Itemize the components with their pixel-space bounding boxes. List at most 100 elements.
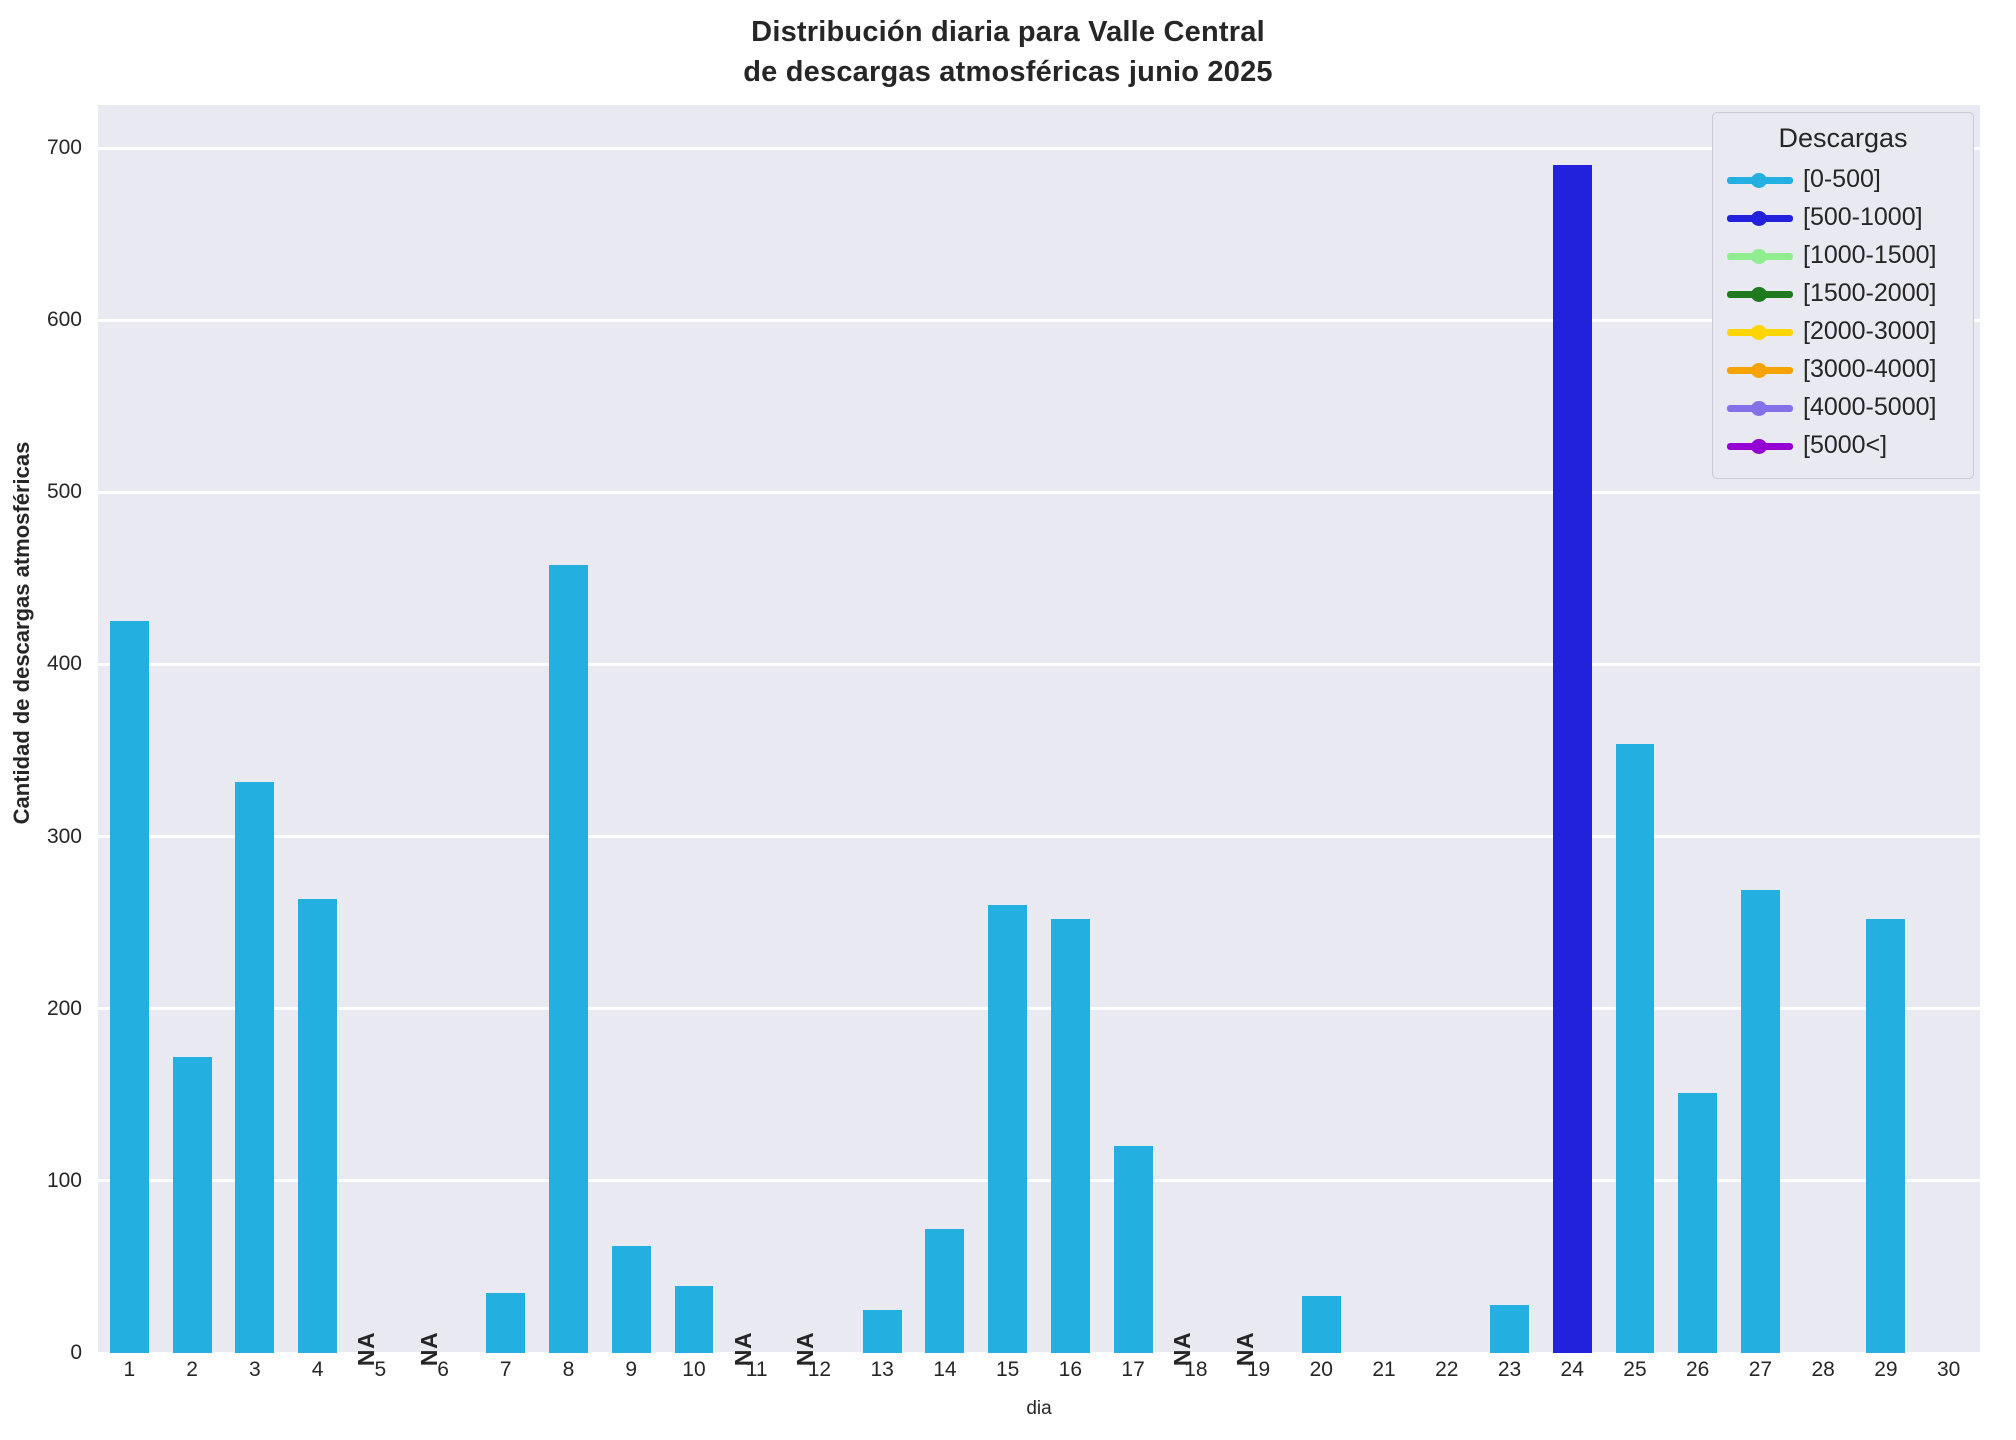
x-axis-tick-label: 27 (1748, 1358, 1773, 1381)
x-axis-tick-label: 3 (248, 1358, 261, 1381)
x-axis-tick-label: 26 (1686, 1358, 1710, 1381)
legend-color-swatch-icon (1727, 361, 1793, 378)
y-axis-tick-label: 0 (70, 1341, 82, 1364)
legend-item-label: [500-1000] (1803, 202, 1923, 231)
legend-color-swatch-icon (1727, 285, 1793, 302)
bar (1490, 1304, 1529, 1353)
x-axis-label: dia (1026, 1398, 1052, 1419)
legend-item[interactable]: [5000<] (1727, 426, 1959, 464)
x-axis-tick-label: 30 (1936, 1358, 1961, 1381)
legend-color-swatch-icon (1727, 247, 1793, 264)
bar (611, 1246, 651, 1353)
bar (925, 1229, 965, 1353)
gridline (98, 662, 1980, 666)
legend-item[interactable]: [1000-1500] (1727, 236, 1959, 274)
legend-item[interactable]: [0-500] (1727, 160, 1959, 198)
legend-item-label: [5000<] (1803, 430, 1888, 459)
gridline (98, 318, 1980, 322)
x-axis-tick-label: 23 (1497, 1358, 1522, 1381)
legend-title: Descargas (1778, 123, 1908, 153)
gridline (98, 146, 1980, 150)
legend-color-swatch-icon (1727, 437, 1793, 454)
legend: Descargas [0-500] [500-1000] [1000-1500] [1… (1712, 112, 1974, 479)
bar (1050, 919, 1090, 1353)
x-axis-tick-label: 14 (933, 1358, 957, 1381)
x-axis-tick-label: 15 (995, 1358, 1020, 1381)
y-axis-tick-label: 600 (46, 308, 82, 332)
legend-item-label: [3000-4000] (1803, 354, 1937, 383)
legend-item[interactable]: [3000-4000] (1727, 350, 1959, 388)
y-axis-tick-label: 100 (46, 1168, 82, 1192)
y-axis-tick-label: 300 (46, 824, 82, 848)
legend-color-swatch-icon (1727, 171, 1793, 188)
x-axis-tick-label: 29 (1874, 1358, 1898, 1381)
bar (172, 1056, 212, 1353)
x-axis-tick-label: 1 (123, 1358, 136, 1381)
x-axis-tick-label: 10 (682, 1358, 706, 1381)
bar (109, 621, 149, 1353)
legend-item[interactable]: [500-1000] (1727, 198, 1959, 236)
bar (1678, 1093, 1718, 1353)
chart-title-line-1: Distribución diaria para Valle Central (751, 16, 1265, 48)
gridline (98, 1179, 1980, 1183)
legend-item-label: [0-500] (1803, 164, 1881, 193)
bar (1866, 919, 1906, 1353)
y-axis-tick-label: 700 (46, 136, 82, 160)
plot-area: NA NA NA NA NA NA (98, 105, 1980, 1366)
bar (486, 1292, 526, 1353)
na-annotations: NA NA NA NA NA NA (98, 105, 1980, 1366)
x-axis-tick-label: 2 (186, 1358, 198, 1381)
bar (549, 564, 588, 1353)
chart-title-line-2: de descargas atmosféricas junio 2025 (743, 56, 1273, 89)
bar (298, 898, 337, 1353)
legend-color-swatch-icon (1727, 209, 1793, 226)
gridline (98, 490, 1980, 494)
x-axis-tick-label: 7 (499, 1358, 512, 1381)
x-axis-tick-label: 11 (745, 1358, 768, 1381)
bar (1615, 743, 1655, 1353)
bar (1113, 1146, 1153, 1353)
y-axis-tick-label: 500 (46, 480, 82, 504)
x-axis-tick-label: 20 (1309, 1358, 1333, 1381)
legend-color-swatch-icon (1727, 323, 1793, 340)
x-axis-tick-label: 16 (1058, 1358, 1083, 1381)
chart-title: Distribución diaria para Valle Central d… (0, 12, 2016, 92)
x-axis-tick-label: 9 (625, 1358, 638, 1381)
legend-item-label: [2000-3000] (1803, 316, 1937, 345)
bar (988, 905, 1028, 1353)
x-axis-tick-label: 24 (1560, 1358, 1584, 1381)
x-axis-tick-label: 5 (374, 1358, 387, 1381)
y-axis-tick-label: 200 (46, 996, 82, 1020)
x-axis-tick-label: 18 (1184, 1358, 1208, 1381)
bar (674, 1285, 714, 1353)
legend-item[interactable]: [2000-3000] (1727, 312, 1959, 350)
gridline (98, 1351, 1980, 1355)
legend-color-swatch-icon (1727, 399, 1793, 416)
x-axis-tick-label: 12 (807, 1358, 832, 1381)
x-axis-tick-label: 8 (562, 1358, 575, 1381)
x-axis-tick-label: 21 (1372, 1358, 1396, 1381)
x-axis-tick-label: 4 (311, 1358, 324, 1381)
bar (862, 1309, 902, 1353)
legend-item-label: [1000-1500] (1803, 240, 1937, 269)
x-axis-tick-label: 25 (1623, 1358, 1647, 1381)
legend-item-label: [4000-5000] (1803, 392, 1937, 421)
x-axis-tick-label: 17 (1121, 1358, 1145, 1381)
bar (1552, 165, 1592, 1353)
legend-item-label: [1500-2000] (1803, 278, 1937, 307)
x-axis-tick-label: 19 (1246, 1358, 1271, 1381)
gridline (98, 1007, 1980, 1011)
x-axis-tick-label: 28 (1811, 1358, 1835, 1381)
legend-item[interactable]: [4000-5000] (1727, 388, 1959, 426)
gridline (98, 835, 1980, 839)
x-axis-tick-label: 22 (1435, 1358, 1459, 1381)
legend-item[interactable]: [1500-2000] (1727, 274, 1959, 312)
x-axis-ticks: 1 2 3 4 5 6 7 8 9 10 11 12 13 14 15 16 17 18 19 20 21 22 23 24 2… (98, 1358, 1980, 1398)
bar (235, 781, 275, 1353)
y-axis-tick-label: 400 (46, 652, 82, 676)
legend-rows: [0-500] [500-1000] [1000-1500] [1500-2000] [… (1727, 160, 1959, 464)
bars-container (98, 105, 1980, 1353)
gridlines (98, 105, 1980, 1355)
x-axis-tick-label: 6 (437, 1358, 449, 1381)
